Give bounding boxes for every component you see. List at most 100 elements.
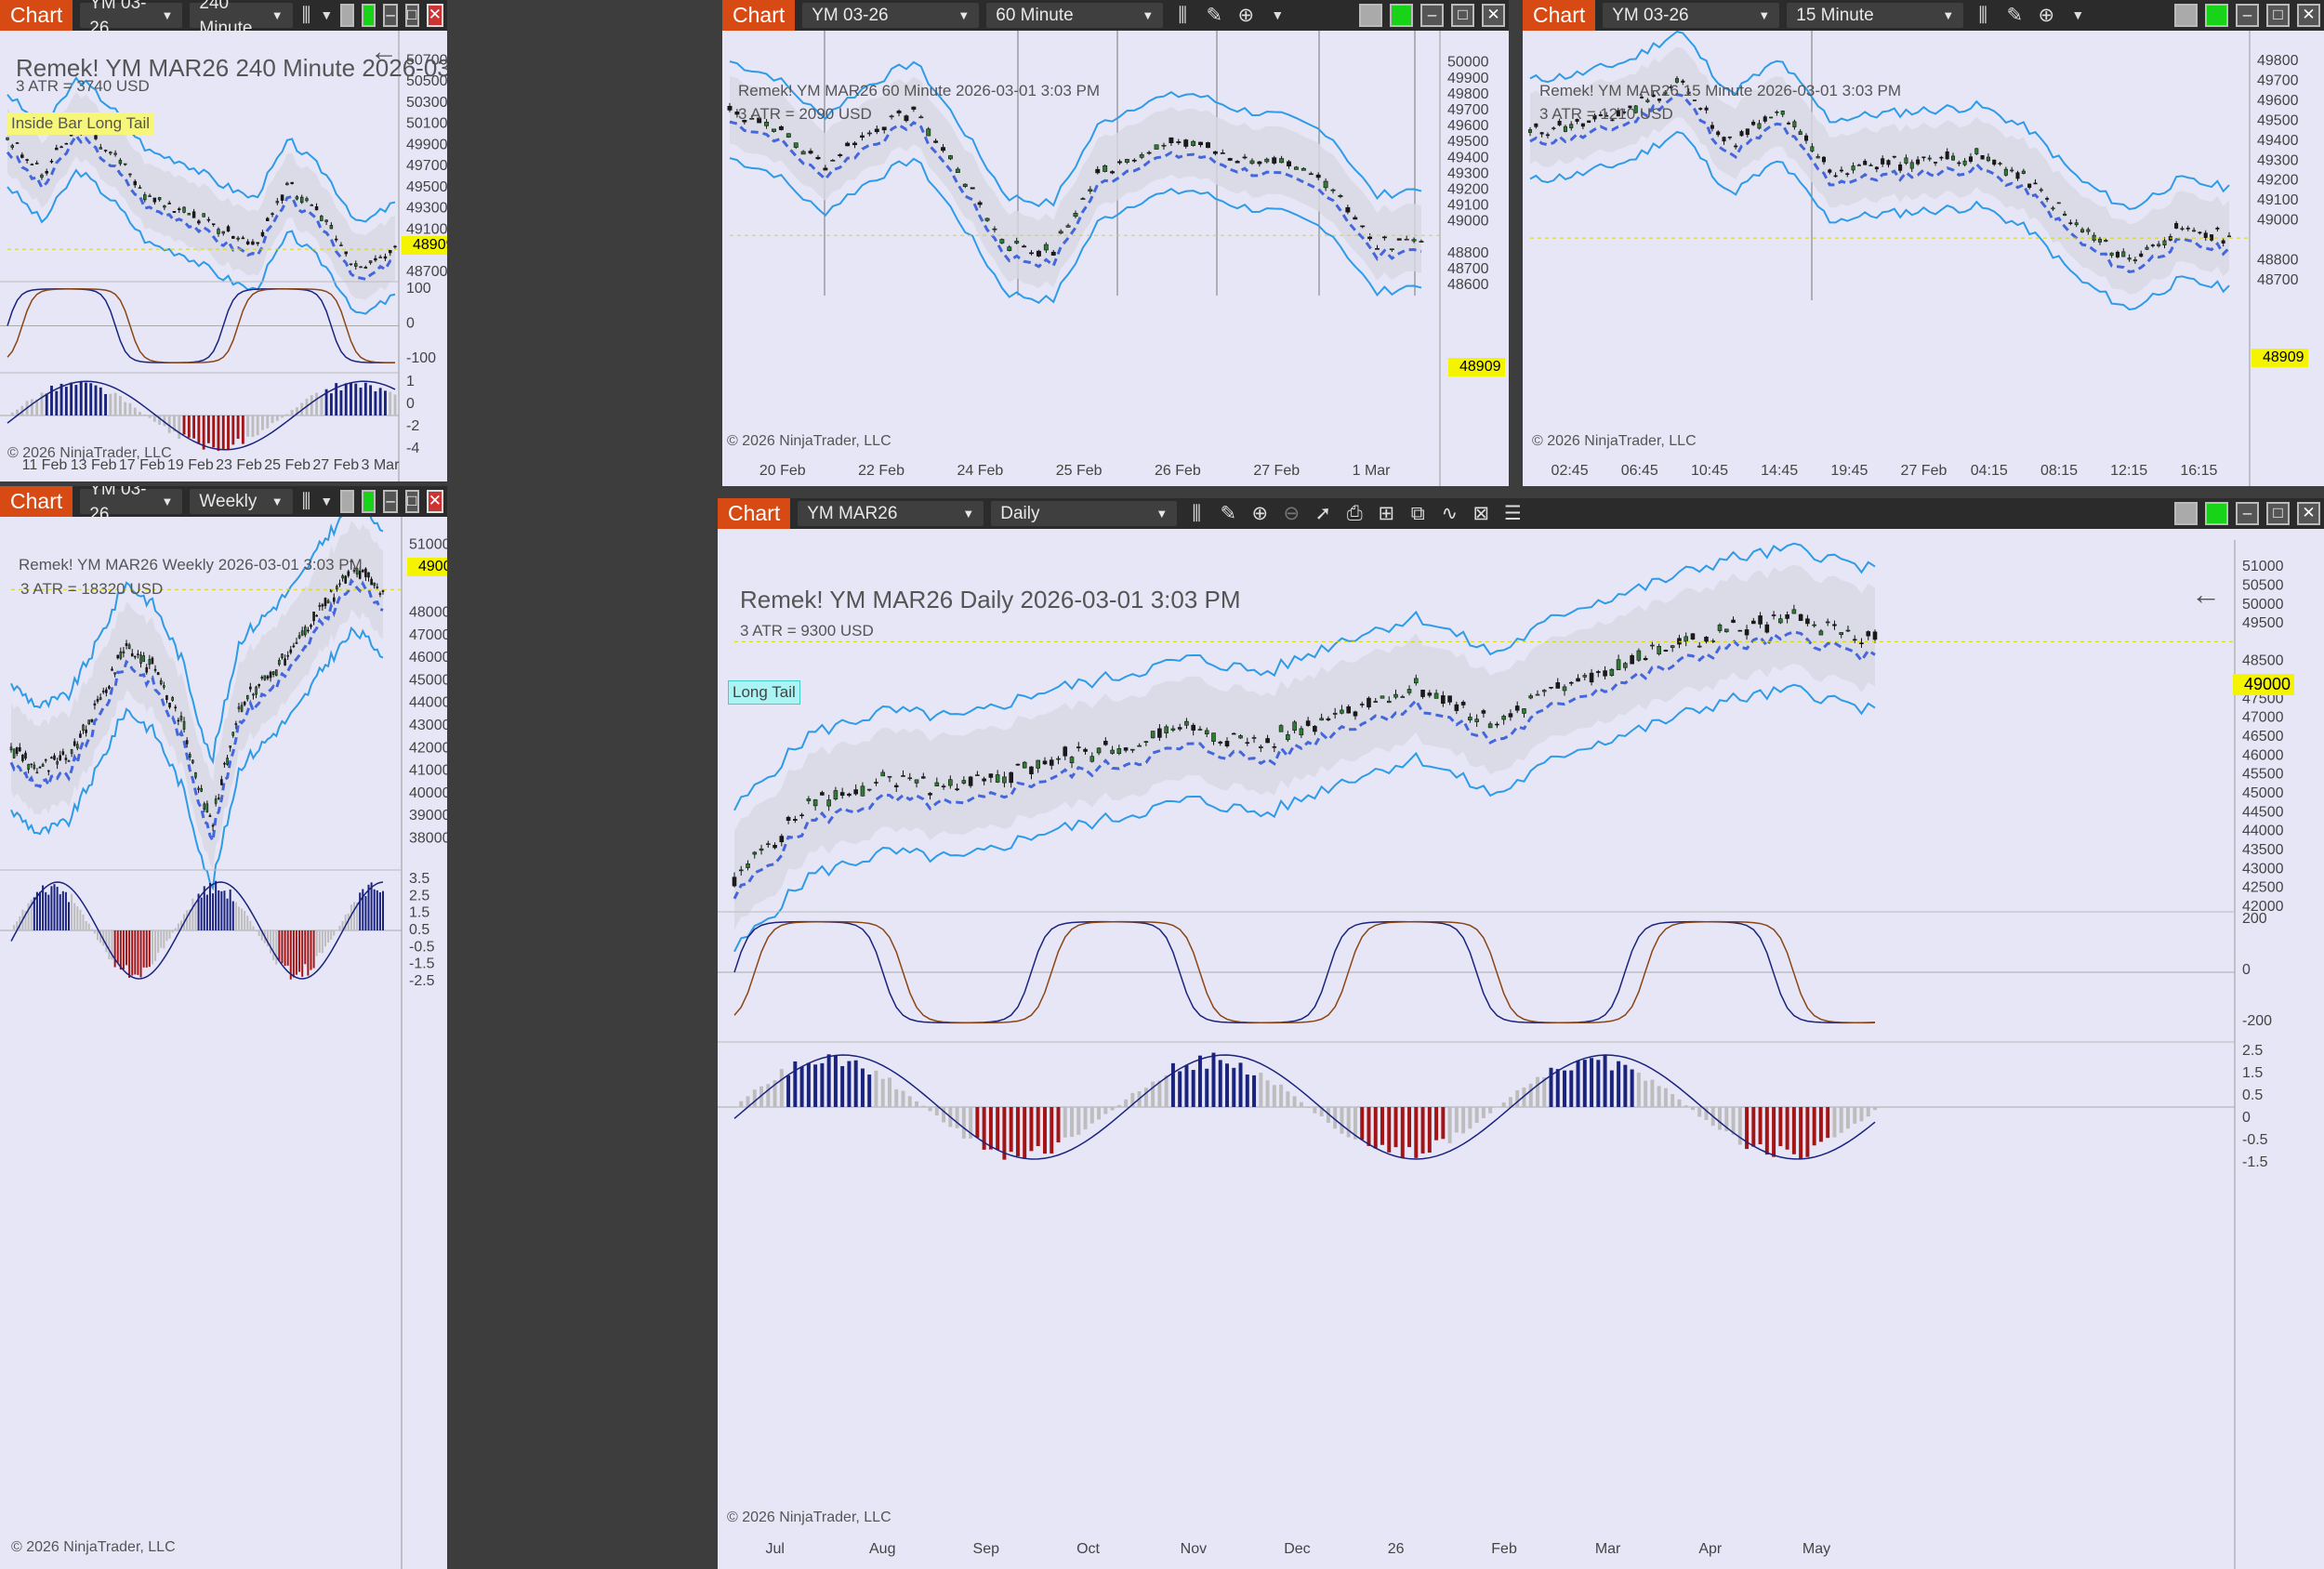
pencil-icon[interactable]: ✎ — [1220, 503, 1237, 524]
histogram-bar — [1299, 1101, 1303, 1107]
zoom-icon[interactable]: ⊕ — [2038, 5, 2055, 26]
chevron-down-icon[interactable]: ▼ — [2071, 7, 2085, 22]
histogram-bar — [1535, 1076, 1539, 1107]
interval-selector[interactable]: 15 Minute ▼ — [1787, 3, 1964, 28]
plot-area[interactable]: 50000 49900 49800 49700 49600 49500 49400 49300… — [722, 31, 1509, 486]
chart-tab[interactable]: Chart — [718, 498, 791, 529]
histogram-bar — [94, 385, 98, 415]
candle — [1587, 120, 1591, 124]
chart-tab[interactable]: Chart — [1523, 0, 1596, 31]
minimize-button[interactable]: – — [383, 4, 398, 27]
maximize-button[interactable]: □ — [2266, 4, 2290, 27]
bar-type-icon[interactable]: ⫼ — [301, 5, 311, 26]
window-menu-button[interactable] — [340, 490, 355, 513]
window-menu-button[interactable] — [2174, 502, 2198, 525]
link-button[interactable] — [2205, 4, 2228, 27]
price-chart[interactable]: 5100050000480004700046000450004400043000… — [0, 517, 447, 1569]
instrument-selector[interactable]: YM 03-26 ▼ — [80, 0, 183, 38]
chart-tab[interactable]: Chart — [0, 486, 73, 517]
pencil-icon[interactable]: ✎ — [2006, 5, 2024, 26]
momentum-tick-label: -4 — [406, 441, 419, 456]
bar-type-icon[interactable]: ⫼ — [1192, 503, 1202, 524]
histogram-bar — [194, 903, 197, 930]
instrument-selector[interactable]: YM 03-26 ▼ — [802, 3, 980, 28]
zoom-in-icon[interactable]: ⊕ — [1251, 503, 1269, 524]
interval-selector[interactable]: 240 Minute ▼ — [190, 0, 293, 38]
instrument-selector[interactable]: YM MAR26 ▼ — [798, 501, 984, 526]
candle — [1945, 151, 1949, 160]
link-button[interactable] — [1390, 4, 1413, 27]
data-box-icon[interactable]: ⎙ — [1346, 503, 1363, 524]
back-arrow-icon[interactable]: ← — [370, 36, 398, 67]
link-button[interactable] — [362, 490, 376, 513]
interval-selector[interactable]: 60 Minute ▼ — [986, 3, 1164, 28]
price-tick-label: 48000 — [409, 605, 447, 621]
candle — [1481, 710, 1486, 714]
candle — [1474, 719, 1479, 722]
indicators-icon[interactable]: ⧉ — [1410, 503, 1425, 524]
candle — [1468, 717, 1472, 720]
link-button[interactable] — [362, 4, 376, 27]
close-button[interactable]: ✕ — [2297, 502, 2320, 525]
back-arrow-icon[interactable]: ← — [2191, 577, 2221, 611]
interval-selector[interactable]: Daily ▼ — [991, 501, 1178, 526]
price-tick-label: 45000 — [409, 672, 447, 688]
histogram-bar — [205, 894, 208, 930]
pencil-icon[interactable]: ✎ — [1206, 5, 1223, 26]
candle — [1697, 645, 1702, 648]
plot-area[interactable]: 5100050500500004950048500480004750047000… — [718, 540, 2324, 1569]
instrument-selector[interactable]: YM 03-26 ▼ — [1603, 3, 1780, 28]
minimize-button[interactable]: – — [383, 490, 398, 513]
bar-type-icon[interactable]: ⫼ — [301, 491, 311, 512]
maximize-button[interactable]: □ — [404, 4, 419, 27]
plot-area[interactable]: 50700 50500 50300 50100 49900 49700 49500 49300… — [0, 31, 447, 481]
maximize-button[interactable]: □ — [1451, 4, 1474, 27]
bar-type-icon[interactable]: ⫼ — [1978, 5, 1988, 26]
close-button[interactable]: ✕ — [426, 490, 444, 513]
zoom-out-icon[interactable]: ⊖ — [1283, 503, 1301, 524]
candle — [1818, 630, 1824, 636]
price-chart[interactable]: 49800 49700 49600 49500 49400 49300 49200 49100… — [1523, 31, 2324, 486]
histogram-bar — [220, 890, 223, 930]
chevron-down-icon[interactable]: ▼ — [1271, 7, 1285, 22]
candle — [358, 570, 362, 579]
plot-area[interactable]: 49800 49700 49600 49500 49400 49300 49200 49100… — [1523, 31, 2324, 486]
histogram-bar — [894, 1088, 899, 1107]
bar-type-icon[interactable]: ⫼ — [1178, 5, 1188, 26]
plot-area[interactable]: 5100050000480004700046000450004400043000… — [0, 517, 447, 1569]
candle — [1816, 155, 1820, 159]
maximize-button[interactable]: □ — [404, 490, 419, 513]
minimize-button[interactable]: – — [2236, 4, 2259, 27]
minimize-button[interactable]: – — [1420, 4, 1444, 27]
histogram-bar — [257, 930, 260, 936]
instrument-selector[interactable]: YM 03-26 ▼ — [80, 486, 183, 524]
properties-icon[interactable]: ⊞ — [1378, 503, 1395, 524]
zoom-icon[interactable]: ⊕ — [1237, 5, 1255, 26]
chart-title: Remek! YM MAR26 15 Minute 2026-03-01 3:0… — [1539, 82, 1901, 99]
chevron-down-icon[interactable]: ▼ — [320, 7, 334, 22]
pointer-icon[interactable]: ➚ — [1314, 503, 1332, 524]
chart-tab[interactable]: Chart — [722, 0, 796, 31]
minimize-button[interactable]: – — [2236, 502, 2259, 525]
price-tick-label: 40000 — [409, 785, 447, 801]
price-chart[interactable]: 5100050500500004950048500480004750047000… — [718, 540, 2324, 1569]
close-button[interactable]: ✕ — [1482, 4, 1505, 27]
candle — [907, 777, 913, 780]
window-menu-button[interactable] — [1359, 4, 1382, 27]
price-chart[interactable]: 5000049900498004970049600495004940049300… — [722, 31, 1509, 486]
histogram-bar — [746, 1096, 750, 1107]
close-button[interactable]: ✕ — [426, 4, 444, 27]
price-chart[interactable]: 50700 50500 50300 50100 49900 49700 49500 49300… — [0, 31, 447, 481]
window-menu-button[interactable] — [340, 4, 355, 27]
chart-tab[interactable]: Chart — [0, 0, 73, 31]
chevron-down-icon[interactable]: ▼ — [320, 494, 334, 508]
window-menu-button[interactable] — [2174, 4, 2198, 27]
maximize-button[interactable]: □ — [2266, 502, 2290, 525]
templates-icon[interactable]: ⊠ — [1472, 503, 1490, 524]
link-button[interactable] — [2205, 502, 2228, 525]
list-icon[interactable]: ☰ — [1503, 503, 1522, 524]
strategies-icon[interactable]: ∿ — [1441, 503, 1459, 524]
close-button[interactable]: ✕ — [2297, 4, 2320, 27]
candle — [229, 745, 231, 748]
interval-selector[interactable]: Weekly ▼ — [190, 489, 293, 514]
